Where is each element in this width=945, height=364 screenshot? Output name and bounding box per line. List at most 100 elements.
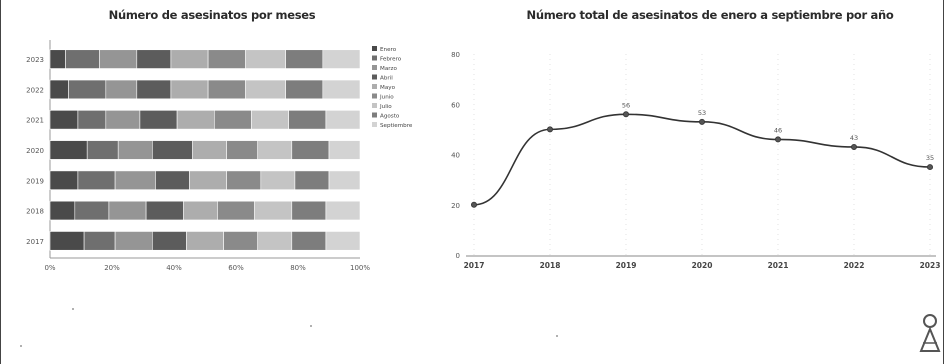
bar-segment [186,231,224,251]
bar-segment [260,170,296,190]
x-tick-label: 80% [290,264,306,272]
frame-right-border [943,0,944,364]
bar-segment [105,110,141,130]
legend-swatch [372,65,377,70]
y-tick-label: 0 [456,252,460,260]
data-point [622,111,629,118]
x-tick-label: 2021 [768,261,789,270]
bar-segment [291,231,327,251]
legend-label: Febrero [380,57,402,63]
bar-segment [77,110,107,130]
bar-segment [183,200,218,221]
y-tick-label: 60 [451,101,460,109]
data-label: 43 [850,134,858,142]
right-chart-title: Número total de asesinatos de enero a se… [526,8,894,22]
x-tick-label: 2022 [844,261,865,270]
bar-segment [49,200,76,221]
bar-segment [214,110,252,130]
bar-segment [114,170,156,190]
x-tick-label: 2019 [616,261,637,270]
bar-segment [189,170,228,190]
bar-segment [77,170,116,190]
data-point [698,118,705,125]
bar-segment [322,49,361,69]
bar-segment [170,49,209,69]
bar-segment [226,140,258,160]
data-point [470,201,477,208]
legend-label: Septiembre [380,123,413,129]
bar-segment [291,140,330,160]
scan-speck [72,308,74,310]
bar-segment [291,200,327,221]
bar-segment [245,79,286,100]
frame-left-border [0,0,1,364]
bar-segment [139,110,178,130]
bar-segment [226,170,262,190]
y-tick-label: 2019 [26,177,44,185]
bar-segment [217,200,255,221]
legend-label: Julio [379,104,392,110]
bar-segment [170,79,209,100]
bar-segment [49,140,88,160]
logo-icon [919,314,941,352]
bar-segment [285,49,324,69]
x-tick-label: 2023 [920,261,941,270]
bar-segment [322,79,361,100]
bar-segment [294,170,330,190]
bar-segment [325,110,361,130]
y-tick-label: 2021 [26,117,44,125]
bar-segment [223,231,259,251]
bar-segment [325,200,361,221]
bar-segment [207,49,246,69]
x-tick-label: 20% [104,264,120,272]
legend-label: Agosto [380,114,400,120]
bar-segment [145,200,184,221]
bar-segment [117,140,153,160]
data-point [926,164,933,171]
bar-segment [325,231,361,251]
bar-segment [49,49,66,69]
scan-speck [556,335,558,337]
legend-label: Marzo [380,66,397,72]
legend-swatch [372,122,377,127]
bar-segment [49,79,69,100]
legend-swatch [372,93,377,99]
stacked-bar-chart: 2017 2018 2019 2020 2021 2022 2023 0% 20% 40% 60% 8… [26,40,413,272]
data-label: 46 [774,126,782,134]
data-point [850,143,857,150]
y-tick-label: 40 [451,152,460,160]
x-tick-label: 100% [350,264,370,272]
bar-segment [192,140,228,160]
bar-segment [83,231,116,251]
bar-segment [136,49,172,69]
bar-segment [152,231,187,251]
data-point [547,126,554,133]
bar-segment [288,110,327,130]
bar-segment [254,200,293,221]
x-tick-label: 60% [228,264,244,272]
bar-segment [49,110,79,130]
bar-segment [136,79,172,100]
x-tick-label: 40% [166,264,182,272]
data-label: 56 [622,101,630,109]
bar-segment [155,170,190,190]
bar-segment [49,231,85,251]
bar-segment [207,79,246,100]
scan-speck [20,345,22,347]
bar-segment [74,200,110,221]
y-tick-label: 2017 [26,238,44,246]
bar-segment [49,170,79,190]
y-tick-label: 80 [451,51,460,59]
scan-speck [310,325,312,327]
y-tick-label: 2018 [26,208,44,216]
x-tick-label: 2018 [540,261,561,270]
bar-segment [152,140,193,160]
legend-swatch [372,112,377,118]
bar-segment [257,140,293,160]
bar-segment [68,79,107,100]
y-tick-label: 2023 [26,56,44,64]
bar-segment [99,49,138,69]
bar-segment [285,79,324,100]
bar-segment [86,140,119,160]
legend-label: Abril [380,76,393,82]
